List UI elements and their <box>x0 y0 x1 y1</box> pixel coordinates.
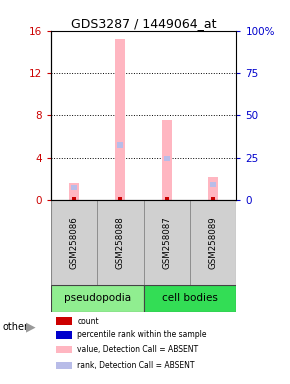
Text: GSM258087: GSM258087 <box>162 216 171 269</box>
Text: GSM258088: GSM258088 <box>116 216 125 269</box>
Text: GSM258089: GSM258089 <box>209 216 218 269</box>
Text: value, Detection Call = ABSENT: value, Detection Call = ABSENT <box>77 345 199 354</box>
Bar <box>144 200 190 285</box>
Bar <box>51 200 97 285</box>
Bar <box>71 185 77 190</box>
Text: rank, Detection Call = ABSENT: rank, Detection Call = ABSENT <box>77 361 195 370</box>
Bar <box>117 142 123 148</box>
Bar <box>51 285 144 312</box>
Bar <box>56 346 72 353</box>
Bar <box>162 120 172 200</box>
Title: GDS3287 / 1449064_at: GDS3287 / 1449064_at <box>71 17 216 30</box>
Bar <box>144 285 236 312</box>
Bar <box>119 197 122 200</box>
Bar <box>56 318 72 325</box>
Text: percentile rank within the sample: percentile rank within the sample <box>77 331 207 339</box>
Text: cell bodies: cell bodies <box>162 293 218 303</box>
Bar <box>97 200 144 285</box>
Bar <box>190 200 236 285</box>
Bar <box>115 39 126 200</box>
Bar <box>72 197 76 200</box>
Text: other: other <box>3 322 29 332</box>
Bar <box>211 197 215 200</box>
Bar <box>56 362 72 369</box>
Bar <box>210 182 216 187</box>
Text: pseudopodia: pseudopodia <box>64 293 131 303</box>
Bar <box>208 177 218 200</box>
Text: count: count <box>77 316 99 326</box>
Text: GSM258086: GSM258086 <box>69 216 79 269</box>
Bar <box>164 156 170 161</box>
Bar <box>56 331 72 339</box>
Bar <box>165 197 168 200</box>
Bar <box>69 183 79 200</box>
Text: ▶: ▶ <box>26 321 36 334</box>
